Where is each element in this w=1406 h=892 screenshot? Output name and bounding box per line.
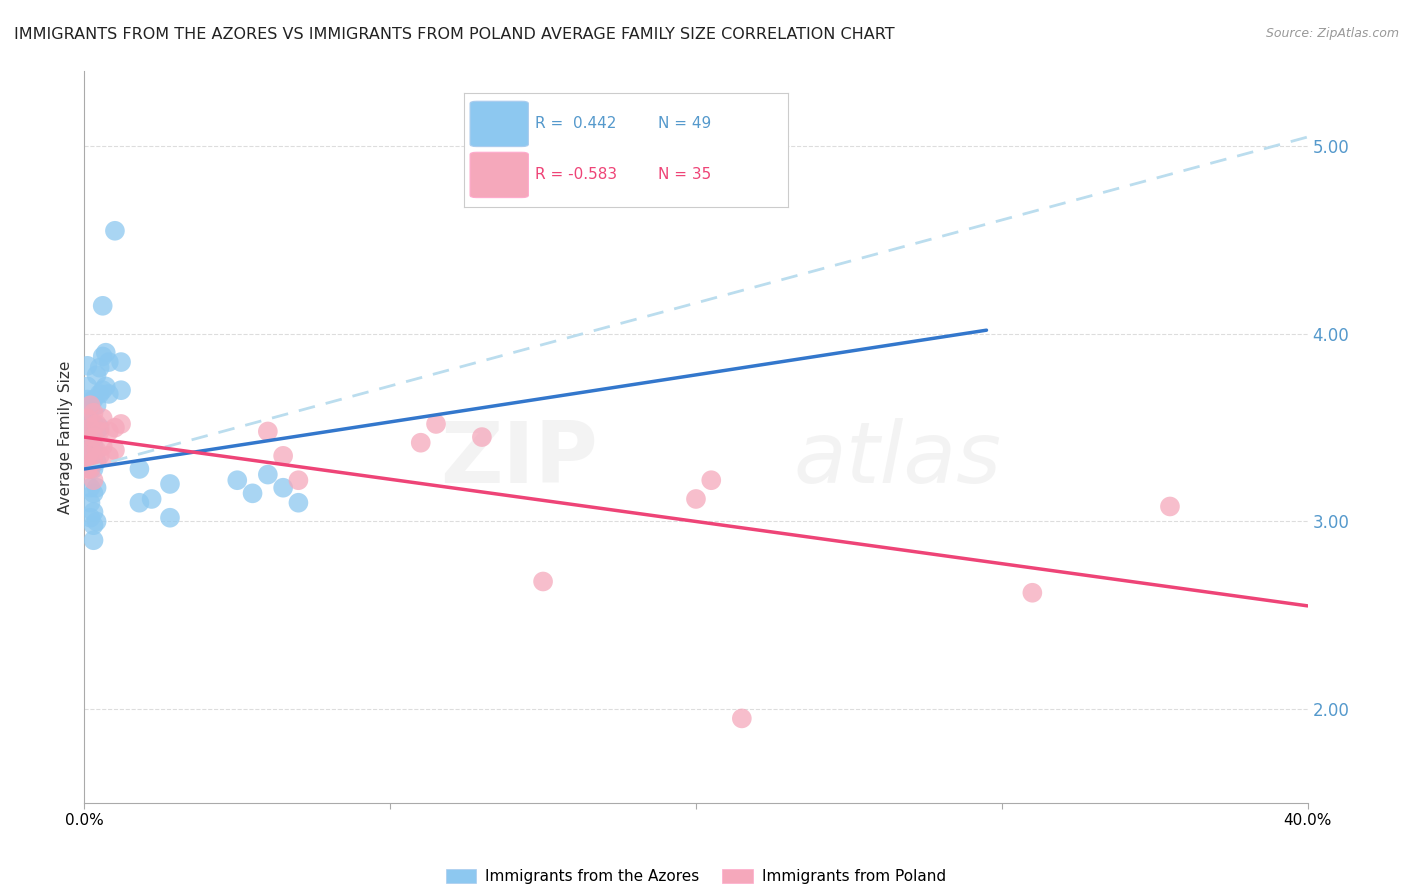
Point	[76, 449, 98, 463]
Point	[89, 449, 111, 463]
Point	[83, 462, 105, 476]
Point	[83, 533, 105, 548]
Point	[110, 417, 132, 431]
Point	[97, 355, 120, 369]
Point	[409, 435, 432, 450]
Text: Source: ZipAtlas.com: Source: ZipAtlas.com	[1265, 27, 1399, 40]
Point	[425, 417, 447, 431]
Point	[76, 411, 98, 425]
Point	[128, 462, 150, 476]
Text: ZIP: ZIP	[440, 417, 598, 500]
Point	[76, 411, 98, 425]
Point	[97, 449, 120, 463]
Point	[257, 467, 280, 482]
Point	[700, 473, 723, 487]
Point	[86, 398, 108, 412]
Point	[83, 417, 105, 431]
Point	[86, 481, 108, 495]
Point	[1159, 500, 1181, 514]
Point	[91, 440, 114, 454]
Point	[86, 454, 108, 468]
Point	[79, 510, 101, 524]
Point	[128, 496, 150, 510]
Point	[83, 440, 105, 454]
Point	[79, 496, 101, 510]
Point	[76, 392, 98, 407]
Point	[685, 491, 707, 506]
Point	[89, 387, 111, 401]
Point	[76, 379, 98, 393]
Point	[141, 491, 163, 506]
Point	[94, 345, 117, 359]
Point	[271, 449, 294, 463]
Point	[91, 350, 114, 364]
Point	[83, 518, 105, 533]
Point	[91, 411, 114, 425]
Point	[91, 299, 114, 313]
Point	[91, 383, 114, 397]
Point	[89, 420, 111, 434]
Text: IMMIGRANTS FROM THE AZORES VS IMMIGRANTS FROM POLAND AVERAGE FAMILY SIZE CORRELA: IMMIGRANTS FROM THE AZORES VS IMMIGRANTS…	[14, 27, 894, 42]
Point	[83, 392, 105, 407]
Point	[79, 462, 101, 476]
Point	[731, 711, 754, 725]
Point	[86, 443, 108, 458]
Point	[226, 473, 249, 487]
Point	[97, 425, 120, 439]
Point	[89, 425, 111, 439]
Point	[159, 510, 181, 524]
Point	[287, 496, 309, 510]
Point	[76, 359, 98, 373]
Point	[89, 360, 111, 375]
Point	[79, 398, 101, 412]
Point	[287, 473, 309, 487]
Point	[86, 515, 108, 529]
Text: atlas: atlas	[794, 417, 1002, 500]
Point	[97, 387, 120, 401]
Point	[83, 430, 105, 444]
Point	[110, 355, 132, 369]
Point	[83, 473, 105, 487]
Point	[271, 481, 294, 495]
Point	[104, 224, 127, 238]
Point	[86, 417, 108, 431]
Y-axis label: Average Family Size: Average Family Size	[58, 360, 73, 514]
Point	[83, 454, 105, 468]
Point	[86, 368, 108, 383]
Point	[79, 462, 101, 476]
Point	[110, 383, 132, 397]
Point	[104, 420, 127, 434]
Point	[83, 505, 105, 519]
Point	[1021, 586, 1043, 600]
Point	[83, 406, 105, 420]
Point	[79, 435, 101, 450]
Point	[79, 481, 101, 495]
Point	[79, 449, 101, 463]
Point	[104, 443, 127, 458]
Legend: Immigrants from the Azores, Immigrants from Poland: Immigrants from the Azores, Immigrants f…	[440, 863, 952, 890]
Point	[76, 462, 98, 476]
Point	[79, 401, 101, 416]
Point	[83, 486, 105, 500]
Point	[471, 430, 494, 444]
Point	[257, 425, 280, 439]
Point	[94, 379, 117, 393]
Point	[531, 574, 554, 589]
Point	[79, 443, 101, 458]
Point	[242, 486, 264, 500]
Point	[159, 477, 181, 491]
Point	[79, 420, 101, 434]
Point	[76, 430, 98, 444]
Point	[79, 420, 101, 434]
Point	[86, 425, 108, 439]
